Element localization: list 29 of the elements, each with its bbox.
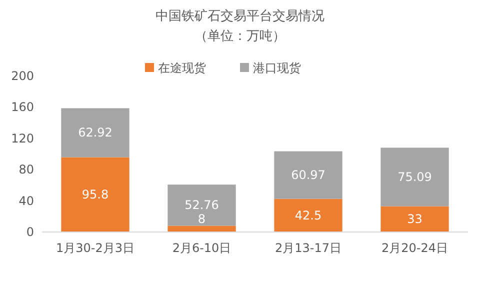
chart-subtitle: （单位：万吨） xyxy=(194,29,286,44)
y-tick-label: 40 xyxy=(18,194,34,208)
data-label: 8 xyxy=(198,212,206,226)
x-tick-label: 2月13-17日 xyxy=(274,241,342,255)
bar xyxy=(380,206,449,232)
bar xyxy=(168,184,236,226)
y-tick-label: 0 xyxy=(26,225,34,239)
x-tick-label: 2月6-10日 xyxy=(172,241,232,255)
x-tick-label: 1月30-2月3日 xyxy=(56,241,135,255)
chart-title: 中国铁矿石交易平台交易情况 xyxy=(156,8,324,24)
data-label: 75.09 xyxy=(398,170,432,184)
bar xyxy=(274,198,342,232)
data-label: 95.8 xyxy=(82,188,109,202)
data-label: 60.97 xyxy=(291,168,326,182)
bar xyxy=(274,151,342,199)
bar xyxy=(380,148,449,206)
data-label: 42.5 xyxy=(294,208,322,222)
bar xyxy=(61,157,130,232)
data-label: 33 xyxy=(407,212,422,226)
y-tick-label: 80 xyxy=(18,162,34,177)
x-tick-label: 2月20-24日 xyxy=(381,241,448,255)
y-tick-label: 200 xyxy=(11,69,34,83)
data-label: 52.76 xyxy=(184,198,219,212)
data-label: 62.92 xyxy=(78,126,112,140)
y-tick-label: 120 xyxy=(11,131,34,146)
y-tick-label: 160 xyxy=(11,100,34,114)
legend-label: 在途现货 xyxy=(158,61,206,75)
legend-label: 港口现货 xyxy=(253,61,301,75)
bar xyxy=(61,108,130,158)
